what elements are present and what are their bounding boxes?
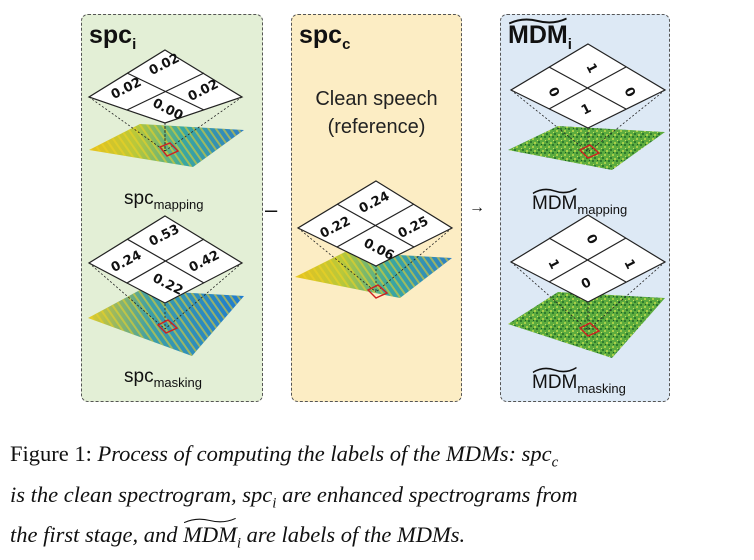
spc-mapping-figure (87, 49, 244, 167)
mdm-mapping-figure (508, 43, 667, 170)
label-spc-mapping: spcmapping (124, 188, 204, 212)
spc-masking-figure (87, 215, 244, 356)
panel-title-mdm-i: MDM i (508, 17, 572, 52)
highlight-square (366, 284, 389, 299)
value-grid (296, 180, 454, 267)
value-grid (87, 215, 244, 304)
minus-operator: – (265, 197, 278, 222)
value-grid (87, 49, 244, 124)
highlight-square (578, 144, 601, 159)
clean-speech-label: Clean speech (315, 88, 438, 110)
mdm-plane (508, 126, 665, 170)
mdm-masking-figure (508, 214, 667, 358)
reference-label: (reference) (327, 116, 426, 138)
label-mdm-masking: MDM masking (532, 366, 626, 396)
label-spc-masking: spcmasking (124, 366, 202, 390)
label-mdm-mapping: MDM mapping (532, 187, 627, 217)
value-grid (509, 43, 667, 129)
panel-title-spc-c: spcc (299, 21, 351, 53)
figure-graphics: 0.02 0.02 0.02 0.00 0.24 0.53 0.42 0.22 … (87, 43, 667, 358)
panel-title-spc-i: spci (89, 21, 137, 53)
highlight-square (578, 322, 601, 337)
highlight-square (156, 319, 179, 334)
arrow-operator: → (469, 199, 485, 216)
caption-line-3: the first stage, and MDM i are labels of … (10, 517, 750, 560)
value-grid (509, 214, 667, 303)
spc-clean-figure (295, 180, 454, 299)
caption-line-2: is the clean spectrogram, spci are enhan… (10, 481, 578, 512)
caption-line-1: Figure 1: Process of computing the label… (10, 441, 559, 471)
highlight-square (158, 142, 180, 157)
figure-caption: Figure 1: Process of computing the label… (10, 438, 750, 560)
